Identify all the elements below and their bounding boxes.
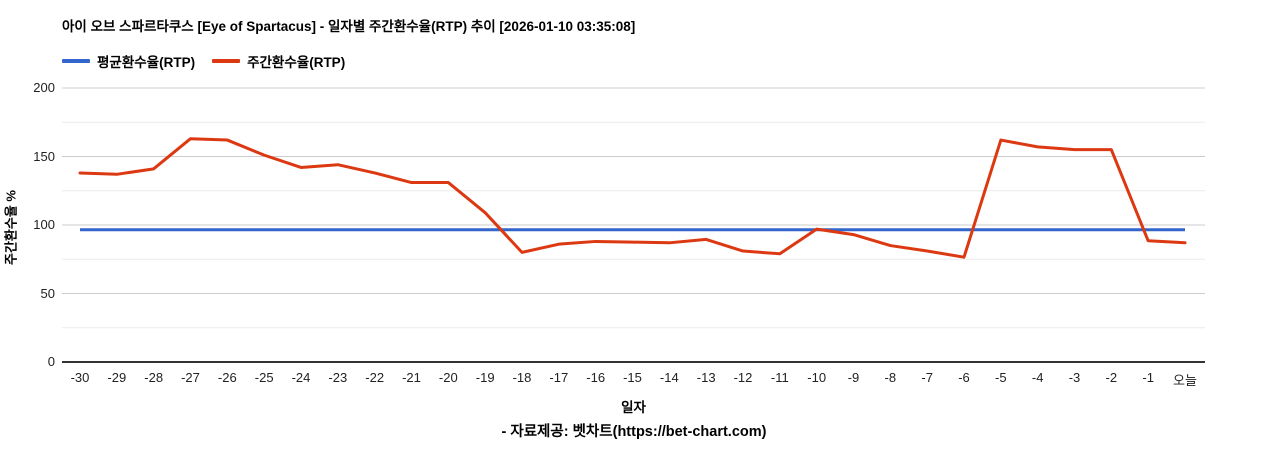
x-axis-tick-label: -13 <box>696 370 716 385</box>
weekly-line-swatch-icon <box>212 59 241 63</box>
y-axis-tick-label: 150 <box>33 148 55 164</box>
x-axis-tick-label: -3 <box>1068 370 1081 385</box>
x-axis-tick-label: -11 <box>770 370 789 385</box>
data-source-footer: - 자료제공: 벳차트(https://bet-chart.com) <box>501 424 767 440</box>
x-axis-tick-label: -21 <box>402 370 421 385</box>
x-axis-tick-label: -7 <box>921 370 933 385</box>
y-axis-tick-label: 50 <box>40 285 55 301</box>
x-axis-tick-label: -19 <box>475 370 495 385</box>
plot-area <box>62 87 1205 363</box>
x-axis-title: 일자 <box>621 400 646 415</box>
chart-title: 아이 오브 스파르타쿠스 [Eye of Spartacus] - 일자별 주간… <box>62 19 636 34</box>
legend-item-weekly-rtp: 주간환수율(RTP) <box>212 51 345 71</box>
x-axis-tick-label: -12 <box>733 370 753 385</box>
x-axis-tick-label: -2 <box>1105 370 1118 385</box>
x-axis-tick-label: -10 <box>807 370 827 385</box>
x-axis-tick-label: -25 <box>254 370 274 385</box>
x-axis-tick-label: -26 <box>217 370 237 385</box>
x-axis-tick-label: -20 <box>438 370 458 385</box>
x-axis-tick-label: 오늘 <box>1173 373 1197 388</box>
x-axis-tick-label: -27 <box>181 370 200 385</box>
legend-label-weekly-rtp: 주간환수율(RTP) <box>247 55 346 70</box>
x-axis-tick-label: -16 <box>586 370 606 385</box>
x-axis-tick-label: -6 <box>958 370 970 385</box>
y-axis-tick-label: 200 <box>33 80 55 95</box>
legend: 평균환수율(RTP) 주간환수율(RTP) <box>62 51 345 71</box>
x-axis-tick-label: -23 <box>328 370 348 385</box>
y-axis-tick-label: 100 <box>33 217 55 232</box>
x-axis-tick-label: -22 <box>365 370 385 385</box>
weekly-rtp-line <box>78 137 1187 259</box>
average-line-swatch-icon <box>62 59 90 63</box>
x-axis-tick-label: -8 <box>884 370 897 385</box>
x-axis-tick-label: -4 <box>1031 370 1044 385</box>
x-axis-tick-label: -28 <box>144 370 164 385</box>
legend-label-average-rtp: 평균환수율(RTP) <box>97 55 196 70</box>
x-axis-tick-label: -17 <box>549 370 569 385</box>
x-axis-tick-label: -1 <box>1142 370 1154 385</box>
x-axis-tick-label: -24 <box>291 370 311 385</box>
x-axis-tick-label: -18 <box>512 370 532 385</box>
x-axis-tick-label: -9 <box>847 370 860 385</box>
x-axis-tick-label: -15 <box>623 370 642 385</box>
y-axis-tick-label: 0 <box>47 354 55 369</box>
x-axis-tick-label: -29 <box>107 370 127 385</box>
x-axis-tick-label: -14 <box>659 370 679 385</box>
x-axis-tick-label: -30 <box>70 370 90 385</box>
x-axis-tick-label: -5 <box>995 370 1007 385</box>
legend-item-average-rtp: 평균환수율(RTP) <box>62 51 195 71</box>
